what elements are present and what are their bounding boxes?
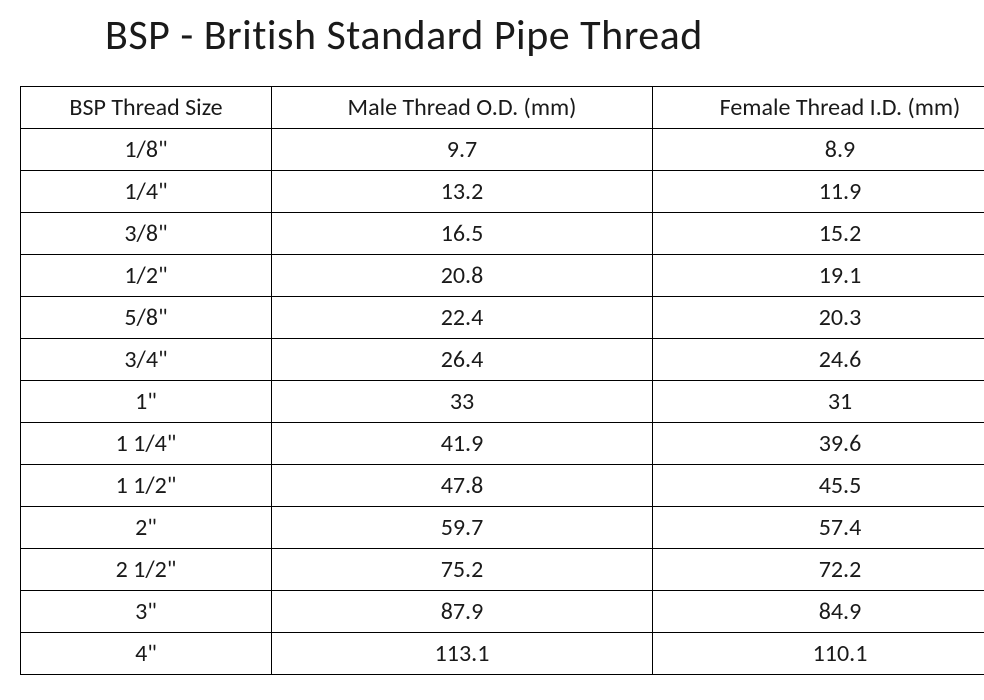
column-header-female-id: Female Thread I.D. (mm) (653, 87, 984, 129)
table-row: 3/4" 26.4 24.6 (21, 339, 984, 381)
cell-male-od: 59.7 (272, 507, 653, 549)
cell-size: 3/4" (21, 339, 272, 381)
cell-female-id: 45.5 (653, 465, 984, 507)
cell-male-od: 9.7 (272, 129, 653, 171)
document-container: BSP - British Standard Pipe Thread BSP T… (0, 0, 984, 695)
cell-size: 2" (21, 507, 272, 549)
table-row: 3/8" 16.5 15.2 (21, 213, 984, 255)
cell-size: 1 1/2" (21, 465, 272, 507)
cell-size: 2 1/2" (21, 549, 272, 591)
cell-size: 3" (21, 591, 272, 633)
cell-size: 1/4" (21, 171, 272, 213)
table-body: 1/8" 9.7 8.9 1/4" 13.2 11.9 3/8" 16.5 15… (21, 129, 984, 675)
cell-female-id: 57.4 (653, 507, 984, 549)
table-row: 1/4" 13.2 11.9 (21, 171, 984, 213)
cell-size: 5/8" (21, 297, 272, 339)
cell-size: 4" (21, 633, 272, 675)
cell-male-od: 75.2 (272, 549, 653, 591)
cell-male-od: 26.4 (272, 339, 653, 381)
cell-male-od: 87.9 (272, 591, 653, 633)
cell-male-od: 22.4 (272, 297, 653, 339)
cell-male-od: 47.8 (272, 465, 653, 507)
cell-female-id: 24.6 (653, 339, 984, 381)
column-header-male-od: Male Thread O.D. (mm) (272, 87, 653, 129)
cell-female-id: 8.9 (653, 129, 984, 171)
cell-size: 3/8" (21, 213, 272, 255)
cell-female-id: 31 (653, 381, 984, 423)
page-title: BSP - British Standard Pipe Thread (105, 10, 964, 61)
cell-male-od: 33 (272, 381, 653, 423)
table-row: 2" 59.7 57.4 (21, 507, 984, 549)
cell-female-id: 84.9 (653, 591, 984, 633)
cell-size: 1 1/4" (21, 423, 272, 465)
table-row: 1 1/4" 41.9 39.6 (21, 423, 984, 465)
table-row: 1/8" 9.7 8.9 (21, 129, 984, 171)
cell-male-od: 20.8 (272, 255, 653, 297)
cell-female-id: 15.2 (653, 213, 984, 255)
table-row: 1" 33 31 (21, 381, 984, 423)
cell-female-id: 11.9 (653, 171, 984, 213)
bsp-thread-table: BSP Thread Size Male Thread O.D. (mm) Fe… (20, 86, 984, 675)
table-header-row: BSP Thread Size Male Thread O.D. (mm) Fe… (21, 87, 984, 129)
cell-male-od: 113.1 (272, 633, 653, 675)
cell-female-id: 110.1 (653, 633, 984, 675)
cell-female-id: 20.3 (653, 297, 984, 339)
column-header-size: BSP Thread Size (21, 87, 272, 129)
table-row: 5/8" 22.4 20.3 (21, 297, 984, 339)
table-row: 4" 113.1 110.1 (21, 633, 984, 675)
cell-size: 1/8" (21, 129, 272, 171)
cell-male-od: 13.2 (272, 171, 653, 213)
table-row: 1 1/2" 47.8 45.5 (21, 465, 984, 507)
table-row: 3" 87.9 84.9 (21, 591, 984, 633)
cell-female-id: 39.6 (653, 423, 984, 465)
cell-female-id: 72.2 (653, 549, 984, 591)
table-row: 1/2" 20.8 19.1 (21, 255, 984, 297)
cell-male-od: 16.5 (272, 213, 653, 255)
cell-female-id: 19.1 (653, 255, 984, 297)
table-row: 2 1/2" 75.2 72.2 (21, 549, 984, 591)
cell-male-od: 41.9 (272, 423, 653, 465)
cell-size: 1" (21, 381, 272, 423)
cell-size: 1/2" (21, 255, 272, 297)
